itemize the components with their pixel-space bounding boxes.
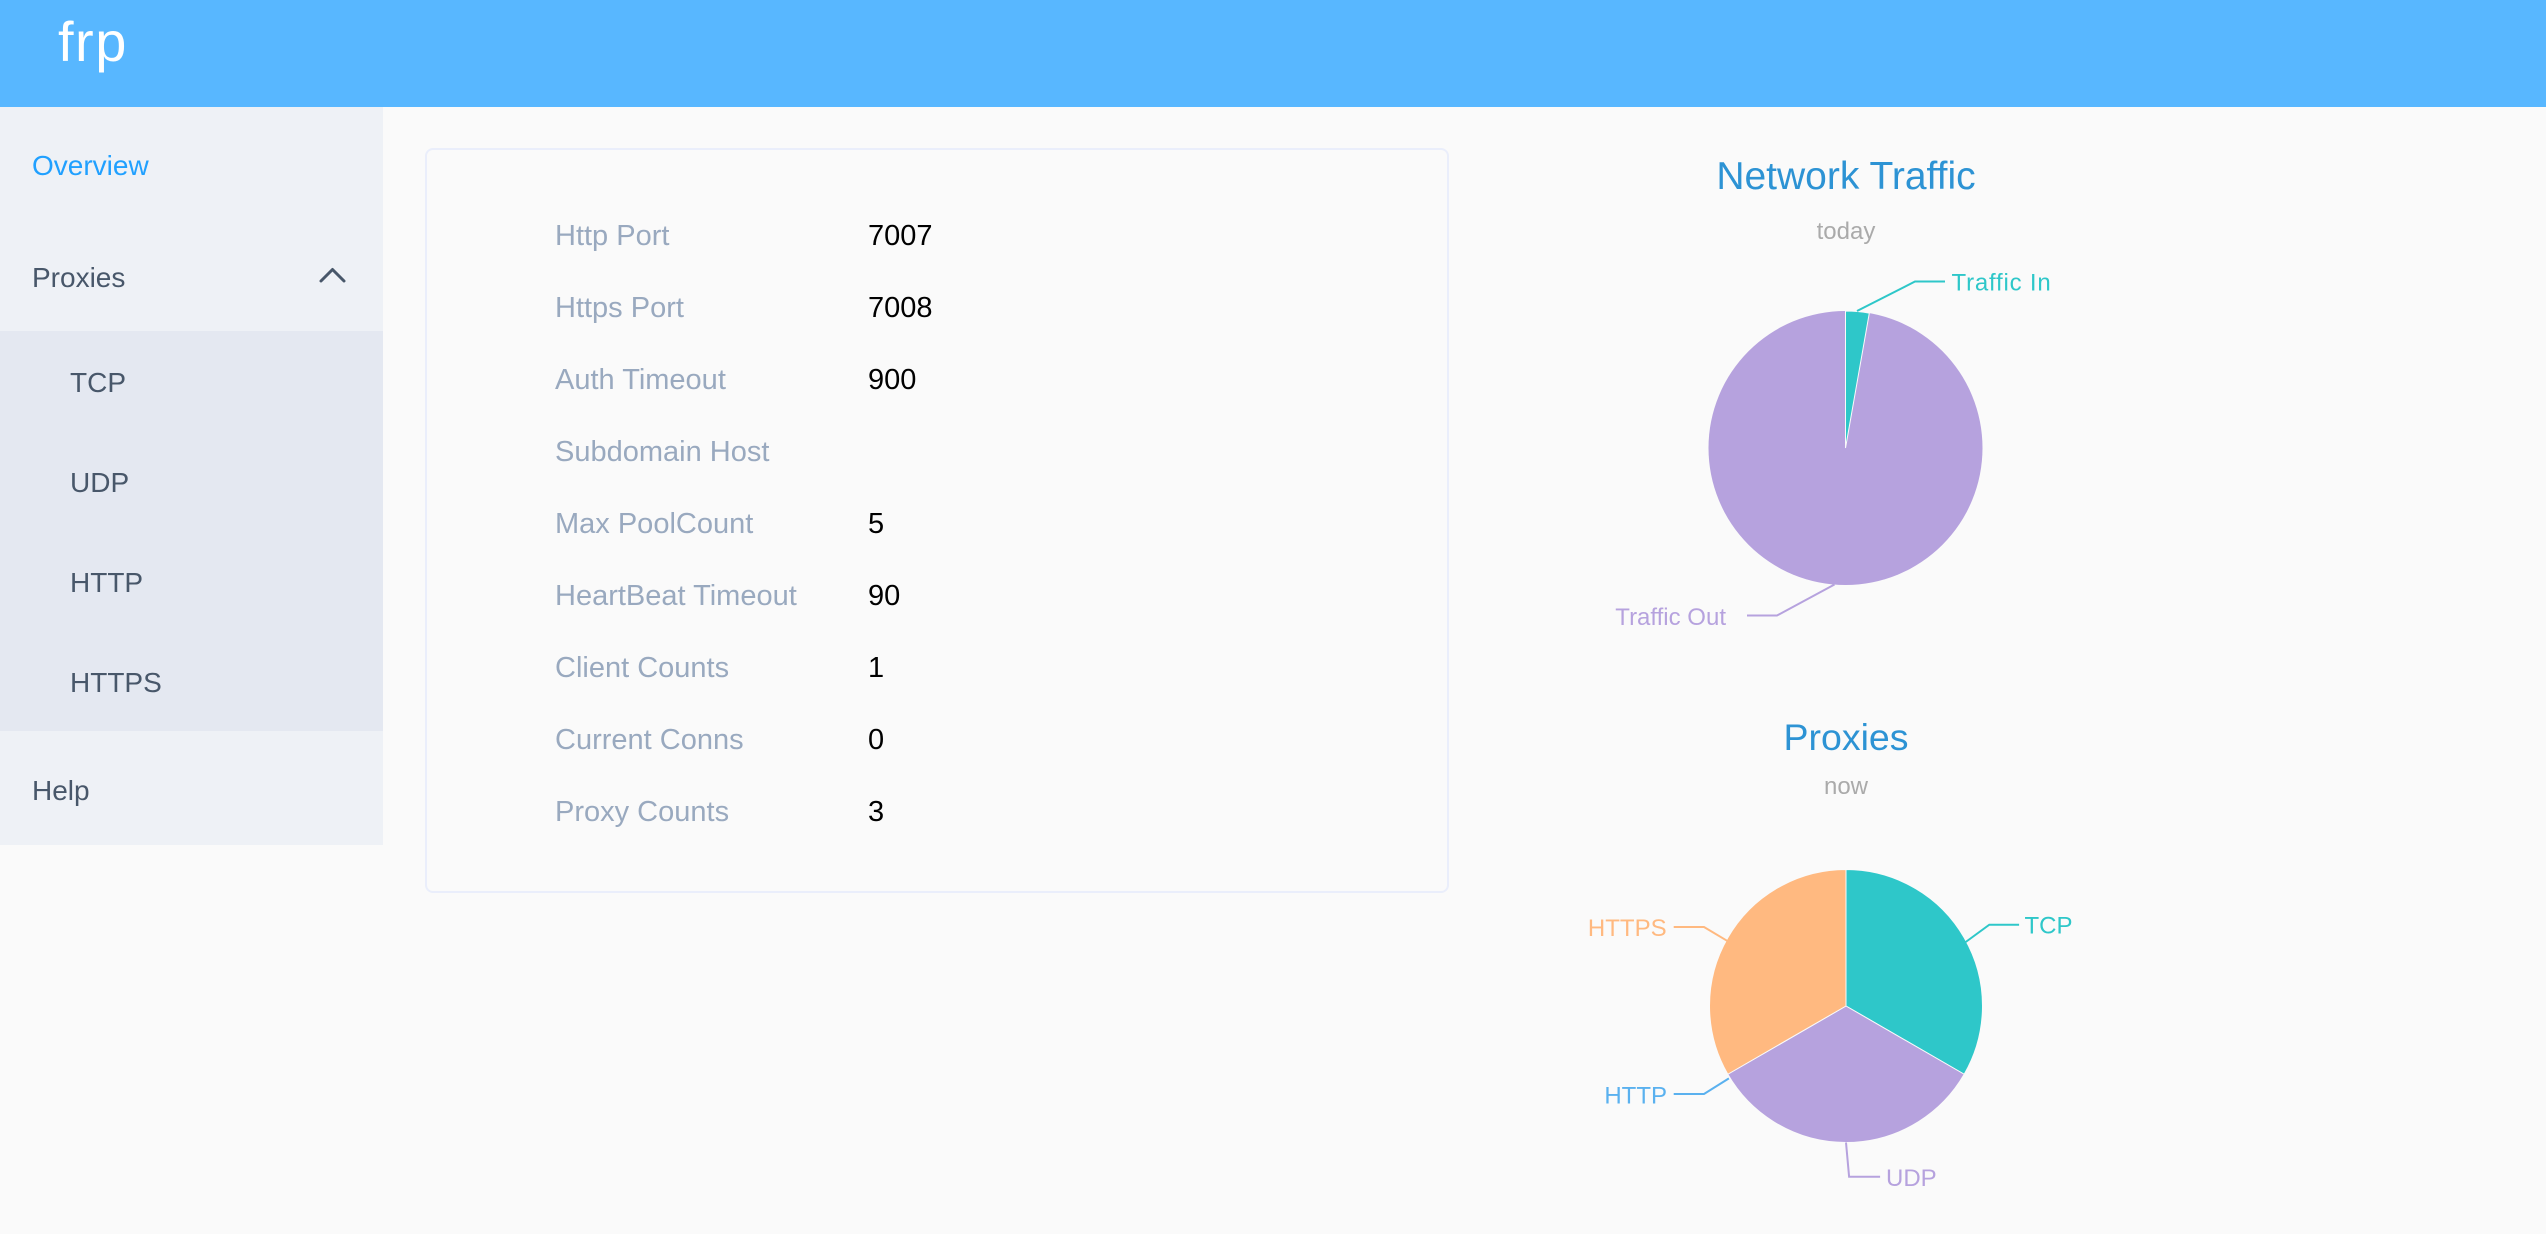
svg-text:Overview: Overview: [32, 150, 149, 181]
svg-text:Subdomain Host: Subdomain Host: [555, 436, 769, 468]
svg-text:Help: Help: [32, 775, 90, 806]
svg-text:Https Port: Https Port: [555, 292, 684, 324]
svg-text:Auth Timeout: Auth Timeout: [555, 364, 726, 396]
svg-text:frp: frp: [58, 10, 128, 73]
svg-text:today: today: [1817, 218, 1876, 245]
svg-text:7007: 7007: [868, 220, 933, 252]
svg-text:Traffic In: Traffic In: [1952, 270, 2052, 297]
svg-text:HeartBeat Timeout: HeartBeat Timeout: [555, 580, 797, 612]
svg-text:Http Port: Http Port: [555, 220, 669, 252]
svg-text:Proxy Counts: Proxy Counts: [555, 796, 729, 828]
svg-text:Proxies: Proxies: [1783, 716, 1908, 758]
svg-text:UDP: UDP: [1886, 1165, 1937, 1192]
svg-text:HTTP: HTTP: [1604, 1083, 1667, 1110]
svg-text:Max PoolCount: Max PoolCount: [555, 508, 753, 540]
svg-text:UDP: UDP: [70, 467, 129, 498]
svg-text:5: 5: [868, 508, 884, 540]
svg-text:TCP: TCP: [70, 367, 126, 398]
svg-text:Client Counts: Client Counts: [555, 652, 729, 684]
svg-text:Traffic Out: Traffic Out: [1615, 604, 1726, 631]
svg-text:Current Conns: Current Conns: [555, 724, 744, 756]
svg-text:3: 3: [868, 796, 884, 828]
svg-text:HTTP: HTTP: [70, 567, 143, 598]
svg-text:1: 1: [868, 652, 884, 684]
svg-text:90: 90: [868, 580, 900, 612]
svg-text:Network Traffic: Network Traffic: [1716, 155, 1975, 198]
svg-text:HTTPS: HTTPS: [70, 667, 162, 698]
svg-text:TCP: TCP: [2025, 913, 2073, 940]
svg-text:0: 0: [868, 724, 884, 756]
svg-text:7008: 7008: [868, 292, 933, 324]
svg-text:Proxies: Proxies: [32, 262, 125, 293]
svg-text:HTTPS: HTTPS: [1588, 915, 1667, 942]
svg-text:now: now: [1824, 773, 1869, 800]
svg-text:900: 900: [868, 364, 916, 396]
